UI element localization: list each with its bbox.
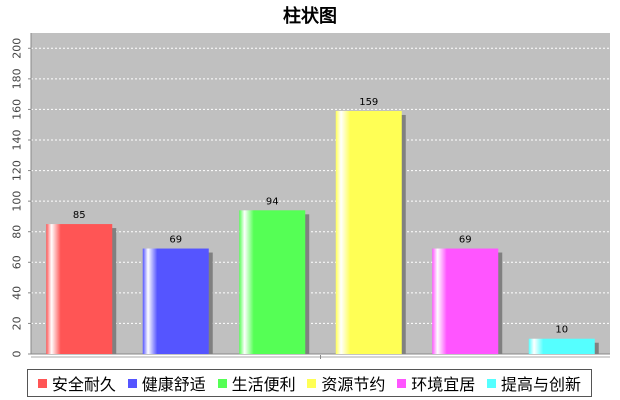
- legend-item: 健康舒适: [127, 371, 206, 395]
- legend-item: 生活便利: [217, 371, 296, 395]
- bar-健康舒适: [142, 248, 209, 354]
- legend-swatch: [397, 378, 407, 388]
- legend-label: 资源节约: [321, 375, 386, 394]
- y-tick-label: 100: [11, 191, 24, 212]
- y-tick-label: 80: [11, 225, 24, 239]
- data-label: 159: [359, 97, 378, 108]
- y-tick-label: 20: [11, 316, 24, 330]
- y-tick-label: 200: [11, 38, 24, 59]
- chart-title: 柱状图: [283, 6, 337, 27]
- y-tick-label: 180: [11, 68, 24, 89]
- legend-swatch: [37, 378, 47, 388]
- bar-资源节约: [335, 110, 402, 354]
- y-tick-label: 0: [11, 351, 24, 358]
- data-label: 69: [459, 235, 472, 246]
- legend-label: 安全耐久: [51, 375, 116, 394]
- y-tick-label: 140: [11, 130, 24, 151]
- y-tick-label: 120: [11, 160, 24, 181]
- legend-label: 提高与创新: [501, 375, 582, 394]
- legend-item: 安全耐久: [37, 371, 116, 395]
- legend-swatch: [307, 378, 317, 388]
- legend-item: 环境宜居: [397, 371, 475, 395]
- legend-swatch: [217, 378, 227, 388]
- bar-生活便利: [239, 210, 306, 354]
- legend-label: 健康舒适: [141, 375, 206, 394]
- bar-提高与创新: [528, 338, 595, 354]
- bar-环境宜居: [432, 248, 499, 354]
- y-tick-label: 60: [11, 255, 24, 269]
- plot-area: [31, 33, 610, 354]
- data-label: 10: [555, 325, 568, 336]
- data-label: 69: [169, 235, 182, 246]
- legend-item: 资源节约: [307, 371, 385, 395]
- y-tick-label: 160: [11, 99, 24, 120]
- chart-legend: 安全耐久 健康舒适 生活便利 资源节约 环境宜居 提高与创新: [27, 369, 592, 397]
- legend-swatch: [127, 378, 137, 388]
- legend-swatch: [487, 378, 497, 388]
- data-label: 85: [73, 210, 86, 221]
- bar-安全耐久: [46, 224, 113, 354]
- legend-label: 生活便利: [231, 375, 296, 394]
- legend-label: 环境宜居: [411, 375, 476, 394]
- y-tick-label: 40: [11, 286, 24, 300]
- legend-item: 提高与创新: [487, 371, 581, 395]
- data-label: 94: [266, 196, 279, 207]
